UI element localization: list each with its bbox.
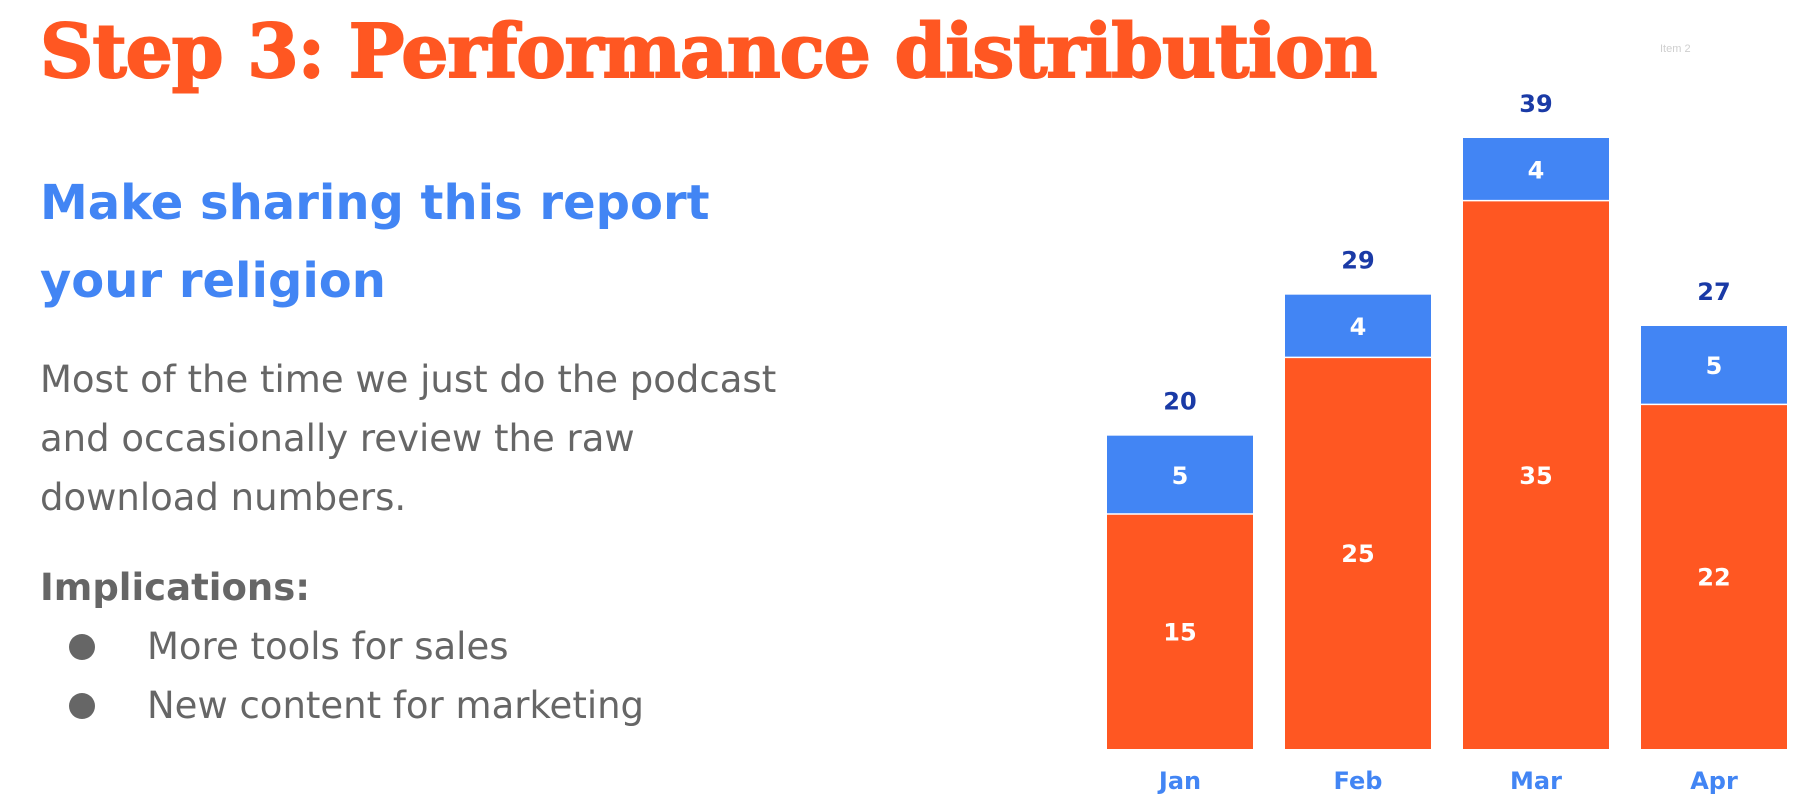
item-tag: Item 2	[1660, 43, 1691, 55]
bar-segment	[1463, 138, 1609, 201]
segment-value-label: 25	[1341, 540, 1374, 568]
body-paragraph: Most of the time we just do the podcast …	[40, 358, 777, 519]
segment-value-label: 5	[1172, 462, 1189, 490]
bar-segment	[1285, 294, 1431, 358]
segment-value-label: 15	[1163, 619, 1196, 647]
bar-total-label: 29	[1341, 247, 1374, 275]
list-item: New content for marketing	[40, 676, 644, 735]
implications-heading: Implications:	[40, 566, 311, 609]
category-tick-label: Feb	[1334, 767, 1383, 795]
list-item-text: New content for marketing	[147, 684, 645, 727]
bar-segment	[1107, 435, 1253, 514]
subheading: Make sharing this report your religion	[40, 175, 710, 309]
bar-segment	[1641, 326, 1787, 405]
slide-title: Step 3: Performance distribution	[39, 8, 1378, 96]
bar-segment	[1463, 200, 1609, 749]
bar-total-label: 20	[1163, 388, 1196, 416]
category-tick-label: Apr	[1690, 767, 1738, 795]
bullet-icon	[69, 633, 95, 660]
segment-value-label: 22	[1697, 564, 1730, 592]
bar-segment	[1285, 357, 1431, 749]
category-tick-label: Mar	[1510, 767, 1562, 795]
segment-value-label: 5	[1706, 352, 1723, 380]
segment-value-label: 4	[1528, 156, 1545, 184]
bar-segment	[1107, 514, 1253, 749]
bullet-icon	[69, 692, 95, 719]
bar-segment	[1641, 404, 1787, 749]
list-item-text: More tools for sales	[147, 625, 509, 668]
list-item: More tools for sales	[40, 617, 644, 676]
category-tick-label: Jan	[1157, 767, 1201, 795]
implications-list: More tools for sales New content for mar…	[40, 617, 644, 735]
bar-total-label: 27	[1697, 278, 1730, 306]
segment-value-label: 4	[1350, 313, 1367, 341]
bar-total-label: 39	[1519, 90, 1552, 118]
segment-value-label: 35	[1519, 462, 1552, 490]
